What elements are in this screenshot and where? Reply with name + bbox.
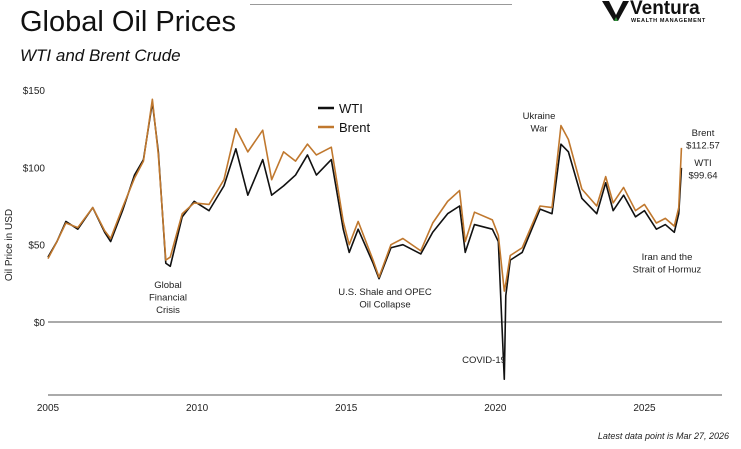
page-title: Global Oil Prices	[20, 6, 236, 38]
y-tick-label: $50	[28, 241, 45, 252]
legend-label-wti: WTI	[339, 101, 363, 116]
annotation-wti_last: WTI	[694, 158, 711, 169]
annotation-wti_last: $99.64	[688, 171, 717, 182]
annotation-gfc: Crisis	[156, 305, 180, 316]
footer-note: Latest data point is Mar 27, 2026	[597, 431, 729, 441]
x-tick-label: 2020	[484, 403, 507, 414]
annotation-iran: Strait of Hormuz	[633, 265, 702, 276]
header-divider	[250, 4, 512, 5]
x-tick-label: 2005	[37, 403, 60, 414]
brent-line	[47, 98, 683, 292]
annotation-gfc: Global	[154, 280, 181, 291]
annotation-iran: Iran and the	[642, 252, 693, 263]
legend-label-brent: Brent	[339, 120, 370, 135]
x-tick-label: 2025	[633, 403, 656, 414]
x-tick-label: 2010	[186, 403, 209, 414]
wti-line	[47, 101, 683, 381]
annotation-ukraine: Ukraine	[523, 111, 556, 122]
annotation-shale: U.S. Shale and OPEC	[338, 287, 432, 298]
ventura-v-icon	[602, 1, 629, 21]
y-tick-label: $100	[23, 163, 46, 174]
annotation-brent_last: $112.57	[686, 141, 720, 152]
annotation-ukraine: War	[530, 124, 547, 135]
annotation-brent_last: Brent	[692, 128, 715, 139]
page-subtitle: WTI and Brent Crude	[20, 46, 181, 65]
annotation-gfc: Financial	[149, 293, 187, 304]
y-tick-label: $150	[23, 86, 46, 97]
y-tick-label: $0	[34, 318, 46, 329]
y-axis-label: Oil Price in USD	[4, 209, 15, 281]
logo-tagline: WEALTH MANAGEMENT	[631, 18, 706, 24]
annotation-shale: Oil Collapse	[359, 300, 410, 311]
annotation-covid: COVID-19	[462, 355, 506, 366]
x-tick-label: 2015	[335, 403, 358, 414]
ventura-logo: Ventura WEALTH MANAGEMENT	[600, 0, 740, 26]
logo-name: Ventura	[630, 0, 700, 19]
